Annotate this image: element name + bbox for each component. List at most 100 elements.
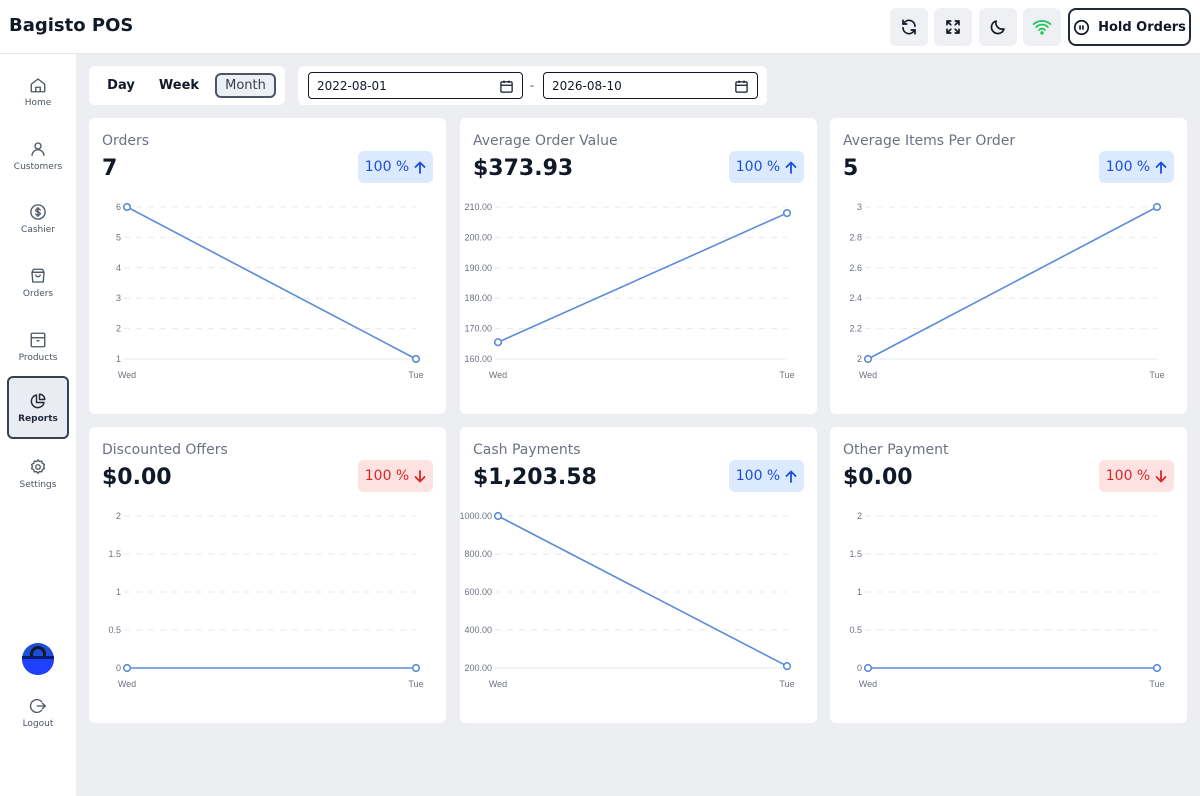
data-point	[122, 663, 132, 673]
date-to-input[interactable]: 2026-08-10	[543, 72, 758, 99]
period-day-button[interactable]: Day	[107, 78, 135, 93]
arrow-up-icon	[414, 161, 426, 174]
card-title: Average Items Per Order	[843, 133, 1016, 149]
top-bar: Bagisto POS Hold Orders	[0, 0, 1200, 54]
sidebar-item-cashier[interactable]: Cashier	[7, 188, 69, 250]
fullscreen-icon	[946, 20, 960, 34]
refresh-button[interactable]	[890, 8, 928, 46]
y-tick-label: 1	[116, 354, 121, 364]
x-tick-label: Tue	[1149, 370, 1164, 380]
arrow-down-icon	[414, 469, 426, 482]
dark-mode-button[interactable]	[979, 8, 1017, 46]
y-tick-label: 1.5	[849, 549, 862, 559]
y-tick-label: 0	[857, 663, 862, 673]
data-point	[122, 202, 132, 212]
trend-badge-value: 100 %	[735, 468, 781, 484]
x-tick-label: Wed	[118, 679, 136, 689]
card-value: 7	[102, 156, 118, 181]
app-title: Bagisto POS	[9, 15, 134, 36]
data-point	[411, 663, 421, 673]
avatar[interactable]	[22, 643, 54, 675]
y-tick-label: 1	[116, 587, 121, 597]
sidebar-item-label: Reports	[18, 413, 58, 424]
y-tick-label: 0.5	[108, 625, 121, 635]
data-point	[782, 662, 792, 671]
y-tick-label: 200.00	[464, 663, 492, 673]
hold-orders-label: Hold Orders	[1098, 19, 1186, 35]
y-tick-label: 0	[116, 663, 121, 673]
y-tick-label: 2.8	[849, 232, 862, 242]
online-status-button[interactable]	[1023, 8, 1061, 46]
sidebar-item-label: Customers	[13, 162, 63, 172]
data-point	[1152, 202, 1162, 212]
sidebar-item-reports[interactable]: Reports	[7, 376, 69, 439]
trend-badge: 100 %	[729, 460, 804, 492]
x-tick-label: Tue	[779, 370, 794, 380]
calendar-icon[interactable]	[499, 79, 514, 94]
trend-badge-value: 100 %	[364, 468, 410, 484]
sidebar-item-label: Orders	[22, 289, 54, 299]
card-title: Orders	[102, 133, 150, 149]
x-tick-label: Tue	[779, 679, 794, 689]
data-point	[863, 354, 873, 364]
sidebar-item-settings[interactable]: Settings	[7, 443, 69, 505]
card-title: Discounted Offers	[102, 442, 228, 458]
y-tick-label: 5	[116, 232, 121, 242]
card-value: $1,203.58	[473, 465, 597, 490]
x-tick-label: Tue	[1149, 679, 1164, 689]
sidebar-item-products[interactable]: Products	[7, 316, 69, 378]
series-line	[497, 515, 788, 667]
trend-badge: 100 %	[1099, 151, 1174, 183]
cash-payments-chart: 200.00 400.00 600.00 800.00 1000.00 Wed Tue	[460, 511, 795, 689]
card-value: 5	[843, 156, 859, 181]
sidebar-item-orders[interactable]: Orders	[7, 252, 69, 314]
data-point	[411, 354, 421, 364]
sidebar-item-label: Settings	[19, 480, 57, 490]
y-tick-label: 800.00	[464, 549, 492, 559]
sidebar-item-label: Cashier	[21, 225, 55, 235]
y-tick-label: 3	[116, 293, 121, 303]
y-tick-label: 2.2	[849, 324, 862, 334]
trend-badge-value: 100 %	[1105, 468, 1151, 484]
home-icon	[30, 78, 46, 93]
shopping-bag-icon	[31, 268, 45, 283]
card-value: $0.00	[102, 465, 172, 490]
calendar-icon[interactable]	[734, 79, 749, 94]
y-tick-label: 1.5	[108, 549, 121, 559]
sidebar-item-home[interactable]: Home	[7, 61, 69, 123]
fullscreen-button[interactable]	[934, 8, 972, 46]
trend-badge: 100 %	[1099, 460, 1174, 492]
hold-orders-button[interactable]: Hold Orders	[1068, 8, 1191, 46]
y-tick-label: 190.00	[464, 263, 492, 273]
card-value: $373.93	[473, 156, 574, 181]
data-point	[1152, 663, 1162, 673]
x-tick-label: Tue	[408, 679, 423, 689]
date-from-input[interactable]: 2022-08-01	[308, 72, 523, 99]
x-tick-label: Wed	[489, 679, 507, 689]
card-value: $0.00	[843, 465, 913, 490]
y-tick-label: 210.00	[464, 202, 492, 212]
logout-button[interactable]: Logout	[7, 682, 69, 744]
period-week-button[interactable]: Week	[158, 78, 200, 93]
y-tick-label: 6	[116, 202, 121, 212]
card-average-items-per-order: Average Items Per Order 5 100 % 2 2.2 2.4 2…	[830, 118, 1187, 414]
discounted-offers-chart: 0 0.5 1 1.5 2 Wed Tue	[108, 511, 423, 689]
y-tick-label: 600.00	[464, 587, 492, 597]
arrow-down-icon	[1155, 469, 1167, 482]
logout-icon	[29, 698, 47, 714]
sidebar-item-customers[interactable]: Customers	[7, 125, 69, 187]
date-separator: -	[530, 78, 534, 92]
y-tick-label: 400.00	[464, 625, 492, 635]
y-tick-label: 2	[116, 511, 121, 521]
y-tick-label: 2.4	[849, 293, 862, 303]
bag-handle-shape	[30, 646, 46, 658]
y-tick-label: 3	[857, 202, 862, 212]
period-month-button[interactable]: Month	[215, 73, 276, 98]
data-point	[493, 511, 503, 521]
wifi-icon	[1032, 20, 1052, 35]
series-line	[867, 206, 1158, 360]
card-orders: Orders 7 100 % 1 2 3 4 5 6 Wed Tue	[89, 118, 446, 414]
trend-badge-value: 100 %	[735, 159, 781, 175]
trend-badge-value: 100 %	[1105, 159, 1151, 175]
data-point	[782, 208, 792, 218]
